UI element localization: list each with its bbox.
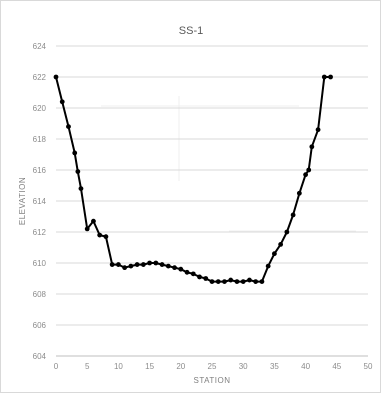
data-point <box>240 279 246 284</box>
data-point <box>53 74 59 80</box>
y-tick-label: 610 <box>33 259 47 268</box>
y-tick-label: 622 <box>33 73 47 82</box>
x-tick-labels: 0 5 10 15 20 25 30 35 40 45 50 <box>54 362 373 371</box>
plot-series <box>53 74 333 284</box>
gridlines <box>56 45 368 326</box>
x-tick-label: 0 <box>54 362 59 371</box>
data-point <box>165 263 171 269</box>
data-point <box>128 263 134 269</box>
data-point <box>116 262 121 267</box>
x-tick-label: 10 <box>114 362 123 371</box>
y-tick-label: 618 <box>33 135 47 144</box>
data-point <box>321 74 327 80</box>
data-point <box>328 74 333 80</box>
data-point <box>109 262 115 267</box>
data-point <box>84 226 90 232</box>
x-axis-title: STATION <box>194 376 231 385</box>
data-point <box>103 234 109 240</box>
y-tick-label: 614 <box>33 197 47 206</box>
data-point <box>228 277 234 283</box>
data-point <box>134 262 140 267</box>
data-point <box>147 260 153 266</box>
data-point <box>222 279 227 284</box>
data-point <box>265 263 271 269</box>
y-tick-label: 612 <box>33 228 47 237</box>
data-point <box>215 279 221 284</box>
x-tick-label: 50 <box>364 362 373 371</box>
data-point <box>184 269 190 275</box>
y-tick-labels: 624 622 620 618 616 614 612 610 608 606 604 <box>33 42 47 361</box>
data-point <box>278 242 284 247</box>
y-tick-label: 624 <box>33 42 47 51</box>
data-point <box>247 277 252 283</box>
data-point <box>253 279 259 284</box>
data-point <box>178 266 184 272</box>
data-point <box>303 172 308 178</box>
x-tick-label: 15 <box>145 362 154 371</box>
data-point <box>306 167 312 173</box>
x-tick-label: 25 <box>208 362 217 371</box>
data-point <box>72 150 78 156</box>
data-point <box>122 265 128 271</box>
y-tick-label: 608 <box>33 290 47 299</box>
y-tick-label: 604 <box>33 352 47 361</box>
data-point <box>159 262 165 267</box>
data-point <box>97 232 103 238</box>
x-tick-label: 40 <box>301 362 310 371</box>
data-point <box>59 99 65 105</box>
data-point <box>209 279 215 284</box>
data-point <box>75 169 81 174</box>
x-tick-label: 45 <box>332 362 341 371</box>
data-point <box>272 251 277 257</box>
data-point <box>190 271 196 277</box>
data-point <box>203 276 209 281</box>
x-tick-label: 20 <box>176 362 185 371</box>
y-axis-title: ELEVATION <box>18 177 27 225</box>
data-point <box>153 260 159 266</box>
data-point <box>309 144 315 150</box>
x-tick-label: 35 <box>270 362 279 371</box>
y-tick-label: 620 <box>33 104 47 113</box>
data-point <box>91 218 96 224</box>
data-point <box>140 262 146 267</box>
data-point <box>284 229 290 235</box>
data-point <box>172 265 177 271</box>
data-point <box>234 279 240 284</box>
data-point <box>66 124 71 129</box>
data-point <box>78 186 84 192</box>
y-tick-label: 616 <box>33 166 47 175</box>
data-point <box>259 279 265 284</box>
y-tick-label: 606 <box>33 321 47 330</box>
data-point <box>197 274 202 280</box>
data-point <box>290 212 296 218</box>
background-grid <box>101 96 356 232</box>
data-point <box>296 190 302 196</box>
chart-title: SS-1 <box>179 25 203 37</box>
x-tick-label: 5 <box>85 362 90 371</box>
data-point <box>315 127 321 133</box>
x-tick-label: 30 <box>239 362 248 371</box>
